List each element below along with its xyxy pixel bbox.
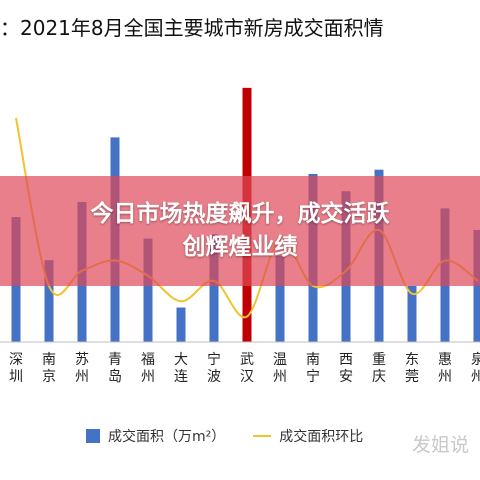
bar-4: [143, 238, 153, 342]
bar-6: [209, 234, 219, 342]
chart-title: ：2021年8月全国主要城市新房成交面积情: [0, 16, 384, 40]
bar-8: [275, 255, 285, 342]
bar-12: [407, 286, 417, 342]
x-tick-label-1: 南京: [42, 352, 56, 385]
x-tick-label-11: 重庆: [372, 352, 386, 385]
x-tick-label-3: 青岛: [108, 352, 122, 385]
legend-line-swatch: [253, 435, 272, 437]
x-tick-label-12: 东莞: [405, 352, 419, 385]
x-tick-label-5: 大连: [174, 352, 188, 385]
headline-line-2: 创辉煌业绩: [182, 234, 298, 260]
bar-5: [176, 307, 186, 342]
x-tick-label-2: 苏州: [75, 352, 89, 385]
x-tick-label-4: 福州: [141, 352, 155, 385]
x-tick-label-14: 泉州: [471, 351, 480, 385]
chart-legend: 成交面积（万m²） 成交面积环比: [86, 425, 363, 447]
x-tick-label-7: 武汉: [240, 352, 254, 385]
legend-bar-swatch: [86, 429, 100, 443]
x-tick-label-8: 温州: [273, 352, 287, 385]
legend-bar-label: 成交面积（万m²）: [108, 429, 226, 445]
headline-line-1: 今日市场热度飙升，成交活跃: [90, 201, 390, 227]
x-tick-label-10: 西安: [339, 352, 353, 385]
legend-line-label: 成交面积环比: [279, 429, 364, 445]
x-tick-label-0: 深圳: [9, 352, 23, 385]
x-tick-label-6: 宁波: [207, 351, 221, 385]
watermark-text: 发姐说: [412, 434, 470, 456]
bar-14: [473, 230, 480, 342]
bar-1: [44, 260, 54, 342]
x-tick-label-9: 南宁: [306, 352, 320, 385]
x-tick-label-13: 惠州: [438, 352, 452, 385]
headline-banner: 今日市场热度飙升，成交活跃 创辉煌业绩: [0, 176, 480, 286]
